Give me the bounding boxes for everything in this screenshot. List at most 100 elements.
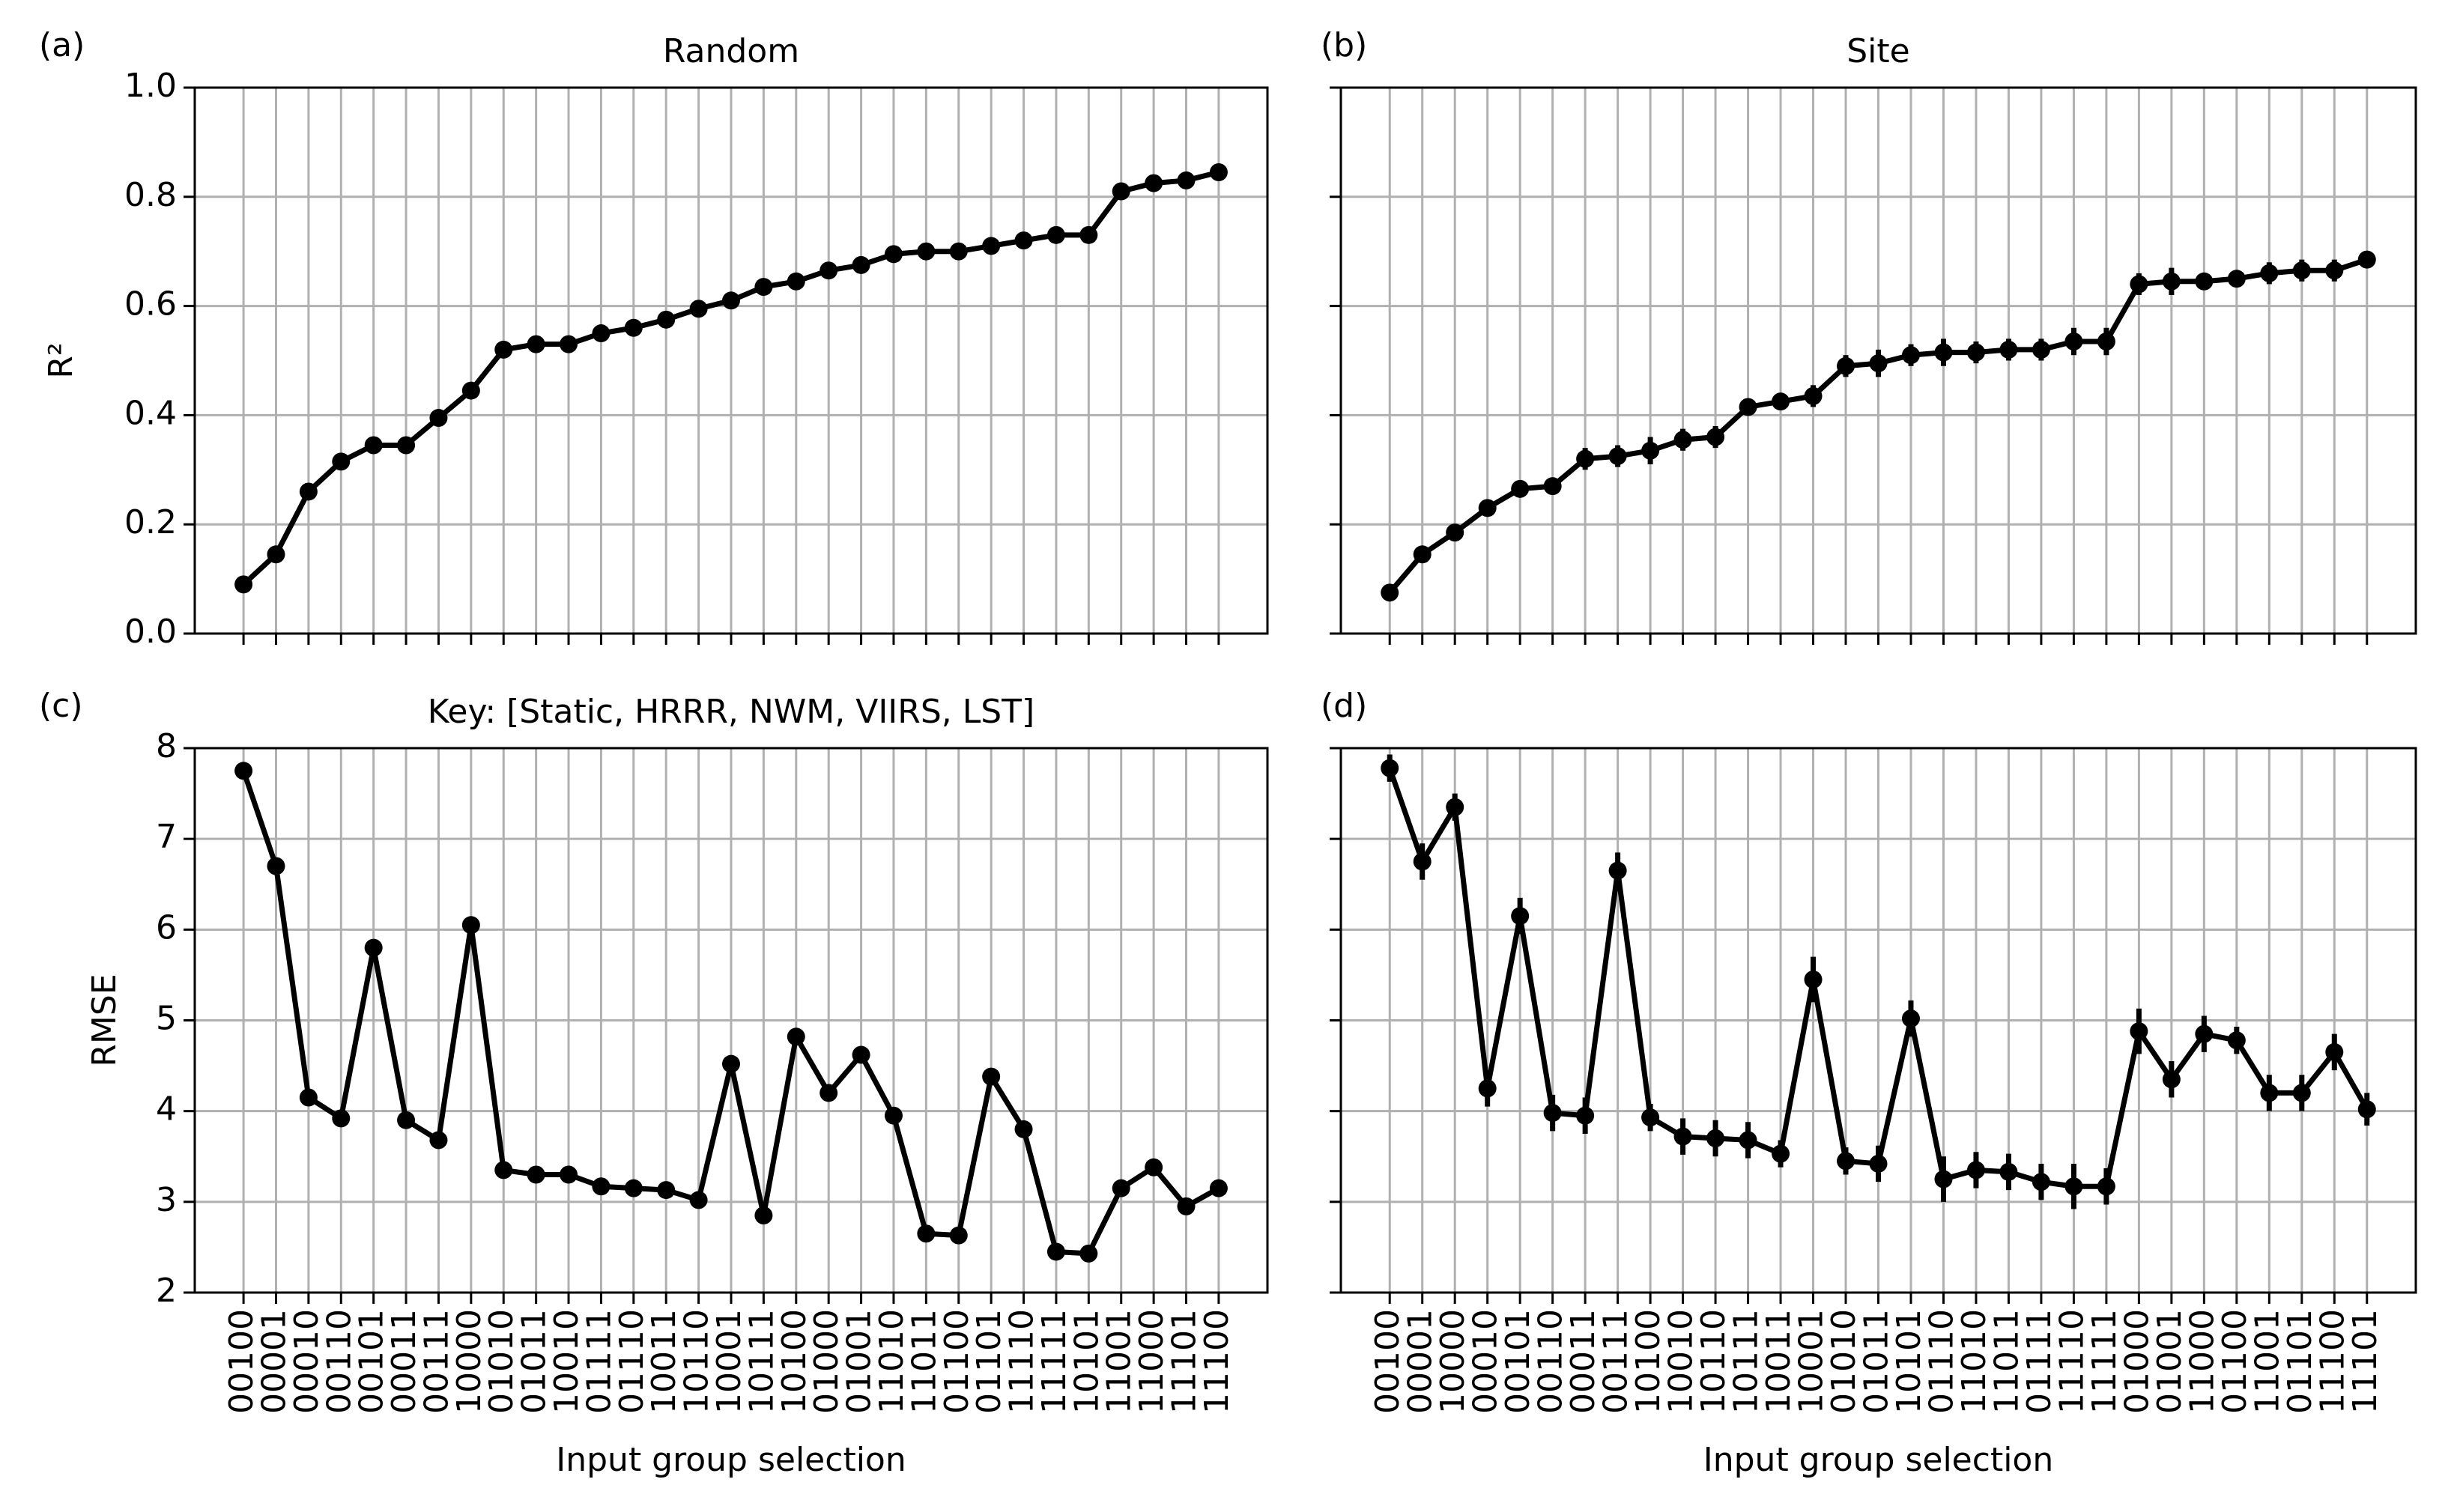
data-point [917, 242, 936, 261]
data-point [1837, 356, 1855, 375]
data-point [1112, 182, 1130, 201]
data-point [1511, 479, 1530, 498]
data-point [2032, 1173, 2050, 1191]
x-tick-label: 00111 [1597, 1309, 1635, 1414]
x-tick-label: 00100 [1369, 1309, 1407, 1414]
data-point [852, 255, 870, 274]
x-tick-label: 10010 [1662, 1309, 1700, 1414]
data-point [820, 261, 838, 280]
data-point [1014, 231, 1033, 250]
data-point [1804, 970, 1823, 989]
x-tick-label: 10011 [1760, 1309, 1798, 1414]
data-point [1739, 1131, 1757, 1150]
data-point [1706, 428, 1725, 446]
y-tick-label: 4 [156, 1090, 177, 1129]
x-tick-label: 11010 [873, 1309, 911, 1414]
y-tick-label: 1.0 [124, 67, 177, 105]
data-point [332, 452, 351, 471]
data-point [1706, 1129, 1725, 1148]
data-point [299, 482, 318, 501]
axes-frame [193, 86, 1269, 635]
x-tick-label: 00110 [320, 1309, 358, 1414]
y-tick-label: 6 [156, 908, 177, 947]
data-point [1869, 1154, 1888, 1173]
data-point [1901, 1009, 1920, 1028]
x-tick-label: 01001 [2151, 1309, 2189, 1414]
data-point [624, 318, 643, 337]
x-tick-label: 00101 [1499, 1309, 1537, 1414]
data-point [1641, 441, 1660, 460]
data-point [1209, 163, 1228, 181]
x-tick-label: 10001 [710, 1309, 748, 1414]
data-point [754, 278, 773, 297]
data-point [1014, 1120, 1033, 1138]
x-tick-label: 11110 [1003, 1309, 1041, 1414]
y-tick-label: 0.6 [124, 285, 177, 324]
x-tick-label: 01000 [2118, 1309, 2156, 1414]
data-point [299, 1088, 318, 1107]
data-point [1478, 499, 1497, 517]
data-point [982, 1067, 1001, 1086]
data-point [2162, 1070, 2181, 1089]
data-point [429, 1131, 448, 1150]
data-point [2325, 261, 2344, 280]
y-tick-label: 0.0 [124, 613, 177, 651]
data-point [722, 291, 740, 310]
y-tick-label: 0.8 [124, 176, 177, 214]
data-point [2162, 272, 2181, 291]
data-point [560, 1165, 578, 1184]
x-tick-label: 11001 [1100, 1309, 1139, 1414]
panel-label: (d) [1321, 687, 1367, 725]
axes-frame [193, 747, 1269, 1294]
x-tick-label: 10110 [678, 1309, 716, 1414]
data-point [267, 857, 285, 875]
x-tick-label: 11111 [1035, 1309, 1073, 1414]
x-tick-label: 00001 [1402, 1309, 1440, 1414]
x-tick-label: 10111 [742, 1309, 781, 1414]
data-point [787, 272, 805, 291]
x-tick-label: 10000 [450, 1309, 488, 1414]
axes-frame [1339, 747, 2417, 1294]
data-point [852, 1045, 870, 1064]
data-point [461, 381, 480, 400]
x-tick-label: 01111 [580, 1309, 618, 1414]
data-point [1999, 340, 2018, 359]
x-tick-label: 11000 [2183, 1309, 2221, 1414]
data-point [1576, 449, 1595, 468]
data-point [560, 335, 578, 353]
data-point [1673, 431, 1692, 449]
data-point [2357, 1100, 2376, 1119]
x-tick-label: 00110 [1532, 1309, 1570, 1414]
y-tick-label: 0.4 [124, 394, 177, 432]
x-tick-label: 11100 [2313, 1309, 2351, 1414]
y-tick-label: 5 [156, 1000, 177, 1038]
x-tick-label: 01011 [1858, 1309, 1896, 1414]
data-point [624, 1179, 643, 1197]
data-point [1511, 907, 1530, 926]
data-point [657, 310, 676, 329]
data-point [397, 1111, 416, 1129]
data-point [461, 916, 480, 935]
x-tick-label: 00010 [288, 1309, 326, 1414]
axes-frame [1339, 86, 2417, 635]
data-point [917, 1224, 936, 1243]
data-point [884, 1106, 903, 1125]
data-point [689, 300, 708, 318]
x-tick-label: 10101 [1890, 1309, 1928, 1414]
x-tick-label: 00111 [417, 1309, 455, 1414]
panel-title: Random [663, 32, 799, 70]
x-tick-label: 11100 [1198, 1309, 1236, 1414]
data-point [2357, 250, 2376, 269]
x-axis-label: Input group selection [556, 1441, 906, 1479]
data-point [1901, 346, 1920, 365]
data-point [1608, 447, 1627, 466]
data-point [1079, 225, 1098, 244]
data-point [1543, 477, 1562, 496]
data-point [2097, 332, 2115, 350]
data-point [949, 242, 968, 261]
data-point [2064, 1177, 2083, 1196]
data-point [1673, 1127, 1692, 1146]
data-point [332, 1109, 351, 1128]
data-point [2097, 1177, 2115, 1196]
data-point [1641, 1108, 1660, 1127]
